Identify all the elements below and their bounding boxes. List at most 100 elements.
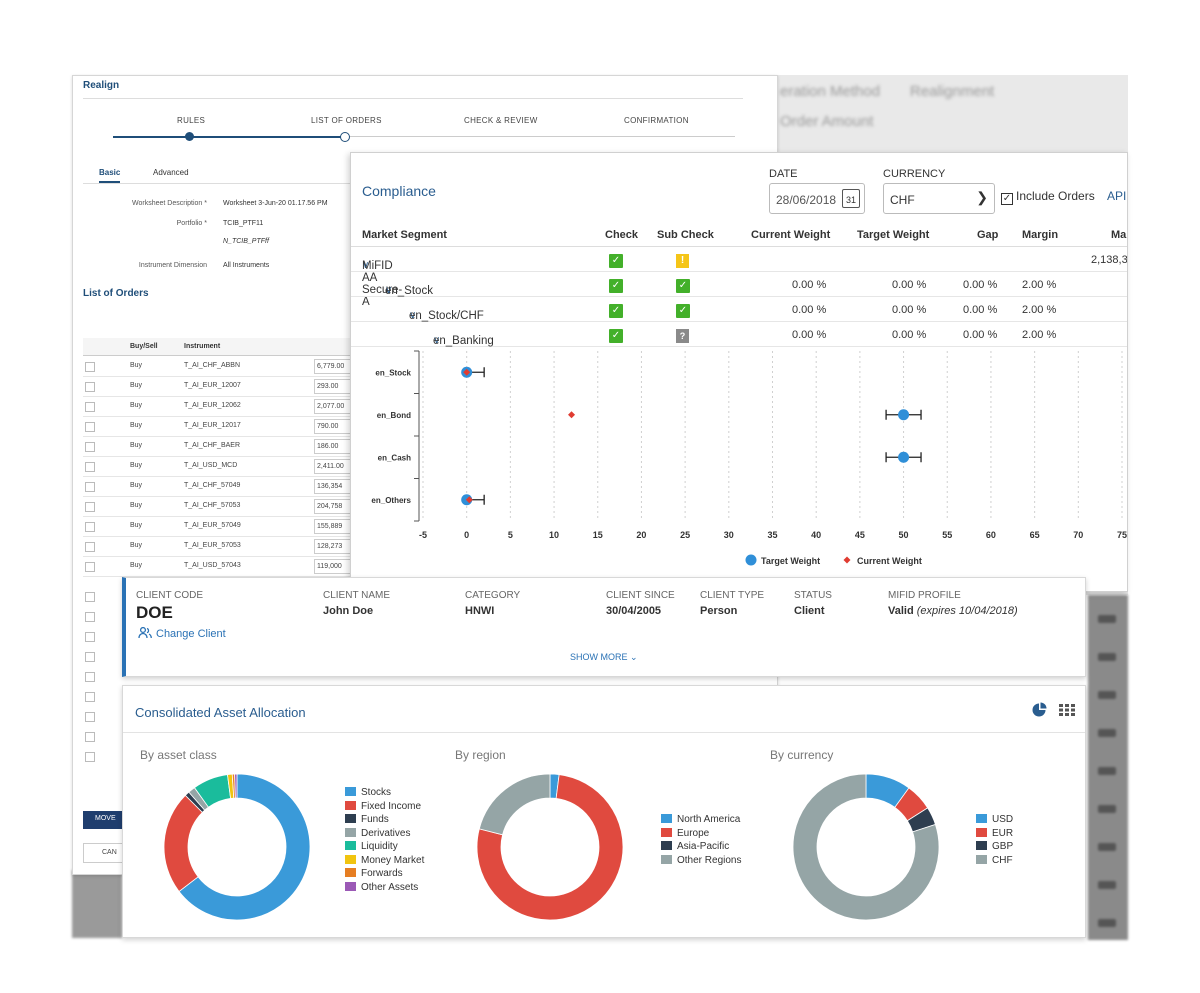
amount-input[interactable]: 2,077.00 <box>314 399 354 414</box>
row-checkbox[interactable] <box>85 522 95 532</box>
table-row[interactable]: Buy T_AI_USD_MCD 2,411.00 <box>83 457 354 477</box>
chevron-down-icon[interactable]: ∨ <box>385 285 393 296</box>
step-confirmation[interactable]: CONFIRMATION <box>624 116 689 125</box>
portfolio-value[interactable]: TCIB_PTF11 <box>223 220 264 227</box>
compliance-row[interactable]: ∨ MiFID AA Secure-A ✓! 2,138,3 <box>351 248 1127 308</box>
legend-item[interactable]: North America <box>661 814 741 828</box>
amount-input[interactable]: 128,273 <box>314 539 354 554</box>
worksheet-field[interactable]: Worksheet 3-Jun-20 01.17.56 PM <box>223 200 328 207</box>
row-checkbox[interactable] <box>85 752 95 762</box>
donut-slice[interactable] <box>478 773 551 836</box>
legend-item[interactable]: CHF <box>976 854 1013 869</box>
row-checkbox[interactable] <box>85 422 95 432</box>
amount-input[interactable]: 6,779.00 <box>314 359 354 374</box>
row-checkbox[interactable] <box>85 562 95 572</box>
chevron-down-icon[interactable]: ∨ <box>409 310 417 321</box>
row-checkbox[interactable] <box>85 612 95 622</box>
row-checkbox[interactable] <box>85 442 95 452</box>
tab-advanced[interactable]: Advanced <box>153 168 189 177</box>
calendar-icon[interactable]: 31 <box>842 189 860 208</box>
amount-input[interactable]: 119,000 <box>314 559 354 574</box>
chevron-down-icon[interactable]: ∨ <box>433 335 441 346</box>
legend-item[interactable]: Europe <box>661 827 741 842</box>
amount-input[interactable]: 155,889 <box>314 519 354 534</box>
amount-input[interactable]: 790.00 <box>314 419 354 434</box>
legend-item[interactable]: GBP <box>976 841 1013 855</box>
legend-item[interactable]: Funds <box>345 814 424 828</box>
legend-item[interactable]: Asia-Pacific <box>661 841 741 855</box>
table-row[interactable]: Buy T_AI_EUR_57049 155,889 <box>83 517 354 537</box>
table-row[interactable]: Buy T_AI_EUR_12017 790.00 <box>83 417 354 437</box>
table-row[interactable]: Buy T_AI_USD_57043 119,000 <box>83 557 354 577</box>
donut-slice[interactable] <box>178 773 311 921</box>
pie-chart-icon[interactable] <box>1031 702 1047 718</box>
step-list-of-orders[interactable]: LIST OF ORDERS <box>311 116 382 125</box>
move-button[interactable]: MOVE <box>83 811 123 829</box>
legend-item[interactable]: Other Assets <box>345 881 424 896</box>
step-rules[interactable]: RULES <box>177 116 206 125</box>
portfolio-value[interactable]: N_TCIB_PTFff <box>223 238 269 245</box>
tab-basic[interactable]: Basic <box>99 168 121 183</box>
currency-select[interactable]: CHF ❯ <box>883 183 995 214</box>
amount-input[interactable]: 186.00 <box>314 439 354 454</box>
buy-sell-cell: Buy <box>130 502 143 509</box>
row-checkbox[interactable] <box>85 672 95 682</box>
amount-input[interactable]: 2,411.00 <box>314 459 354 474</box>
table-row[interactable]: Buy T_AI_CHF_BAER 186.00 <box>83 437 354 457</box>
table-row[interactable]: Buy T_AI_EUR_12062 2,077.00 <box>83 397 354 417</box>
show-more-button[interactable]: SHOW MORE ⌄ <box>570 652 638 663</box>
target-weight-point <box>898 451 910 463</box>
table-row[interactable]: Buy T_AI_CHF_57049 136,354 <box>83 477 354 497</box>
legend-item[interactable]: Liquidity <box>345 841 424 855</box>
legend-item[interactable]: Forwards <box>345 868 424 882</box>
compliance-row[interactable]: ∨ en_Banking ✓? 0.00 % 0.00 % 0.00 % 2.00 % <box>351 323 1127 347</box>
buy-sell-cell: Buy <box>130 522 143 529</box>
legend-item[interactable]: Money Market <box>345 854 425 869</box>
compliance-row[interactable]: ∨ en_Stock/CHF ✓ ✓ 0.00 % 0.00 % 0.00 % 2.00 % <box>351 298 1127 322</box>
table-row[interactable]: Buy T_AI_EUR_57053 128,273 <box>83 537 354 557</box>
row-checkbox[interactable] <box>85 542 95 552</box>
row-checkbox[interactable] <box>85 732 95 742</box>
table-row[interactable]: Buy T_AI_CHF_ABBN 6,779.00 <box>83 357 354 377</box>
donut-slice[interactable] <box>163 794 203 893</box>
row-checkbox[interactable] <box>85 382 95 392</box>
legend-item[interactable]: Stocks <box>345 787 424 801</box>
row-checkbox[interactable] <box>85 712 95 722</box>
table-row[interactable]: Buy T_AI_CHF_57053 204,758 <box>83 497 354 517</box>
row-checkbox[interactable] <box>85 482 95 492</box>
change-client-link[interactable]: Change Client <box>138 627 226 640</box>
compliance-row[interactable]: ∨ en_Stock ✓ ✓ 0.00 % 0.00 % 0.00 % 2.00 % <box>351 273 1127 297</box>
row-checkbox[interactable] <box>85 692 95 702</box>
currency-label: CURRENCY <box>883 168 946 180</box>
amount-input[interactable]: 293.00 <box>314 379 354 394</box>
legend-item[interactable]: Other Regions <box>661 854 741 869</box>
chevron-down-icon[interactable]: ∨ <box>362 260 370 271</box>
row-checkbox[interactable] <box>85 632 95 642</box>
legend-item[interactable]: Fixed Income <box>345 800 424 815</box>
donut-slice[interactable] <box>476 774 624 921</box>
row-checkbox[interactable] <box>85 462 95 472</box>
cancel-button[interactable]: CAN <box>83 843 123 863</box>
row-checkbox[interactable] <box>85 592 95 602</box>
x-tick-label: 0 <box>464 530 469 540</box>
donut-slice[interactable] <box>792 773 940 921</box>
legend-label: Money Market <box>361 854 425 866</box>
instrument-dimension-value[interactable]: All Instruments <box>223 262 270 269</box>
table-view-icon[interactable] <box>1059 704 1075 716</box>
row-checkbox[interactable] <box>85 652 95 662</box>
row-checkbox[interactable] <box>85 362 95 372</box>
date-input[interactable]: 28/06/2018 31 <box>769 183 865 214</box>
amount-input[interactable]: 136,354 <box>314 479 354 494</box>
row-checkbox[interactable] <box>85 502 95 512</box>
row-checkbox[interactable] <box>85 402 95 412</box>
margin-cell: 2.00 % <box>1022 279 1057 291</box>
step-check-review[interactable]: CHECK & REVIEW <box>464 116 538 125</box>
api-link[interactable]: API <box>1107 189 1127 203</box>
table-row[interactable]: Buy T_AI_EUR_12007 293.00 <box>83 377 354 397</box>
legend-item[interactable]: USD <box>976 814 1013 828</box>
include-orders-checkbox[interactable]: ✓ Include Orders <box>1001 189 1095 205</box>
legend-item[interactable]: EUR <box>976 827 1013 842</box>
legend-item[interactable]: Derivatives <box>345 827 424 842</box>
donut-slice[interactable] <box>234 773 238 799</box>
amount-input[interactable]: 204,758 <box>314 499 354 514</box>
